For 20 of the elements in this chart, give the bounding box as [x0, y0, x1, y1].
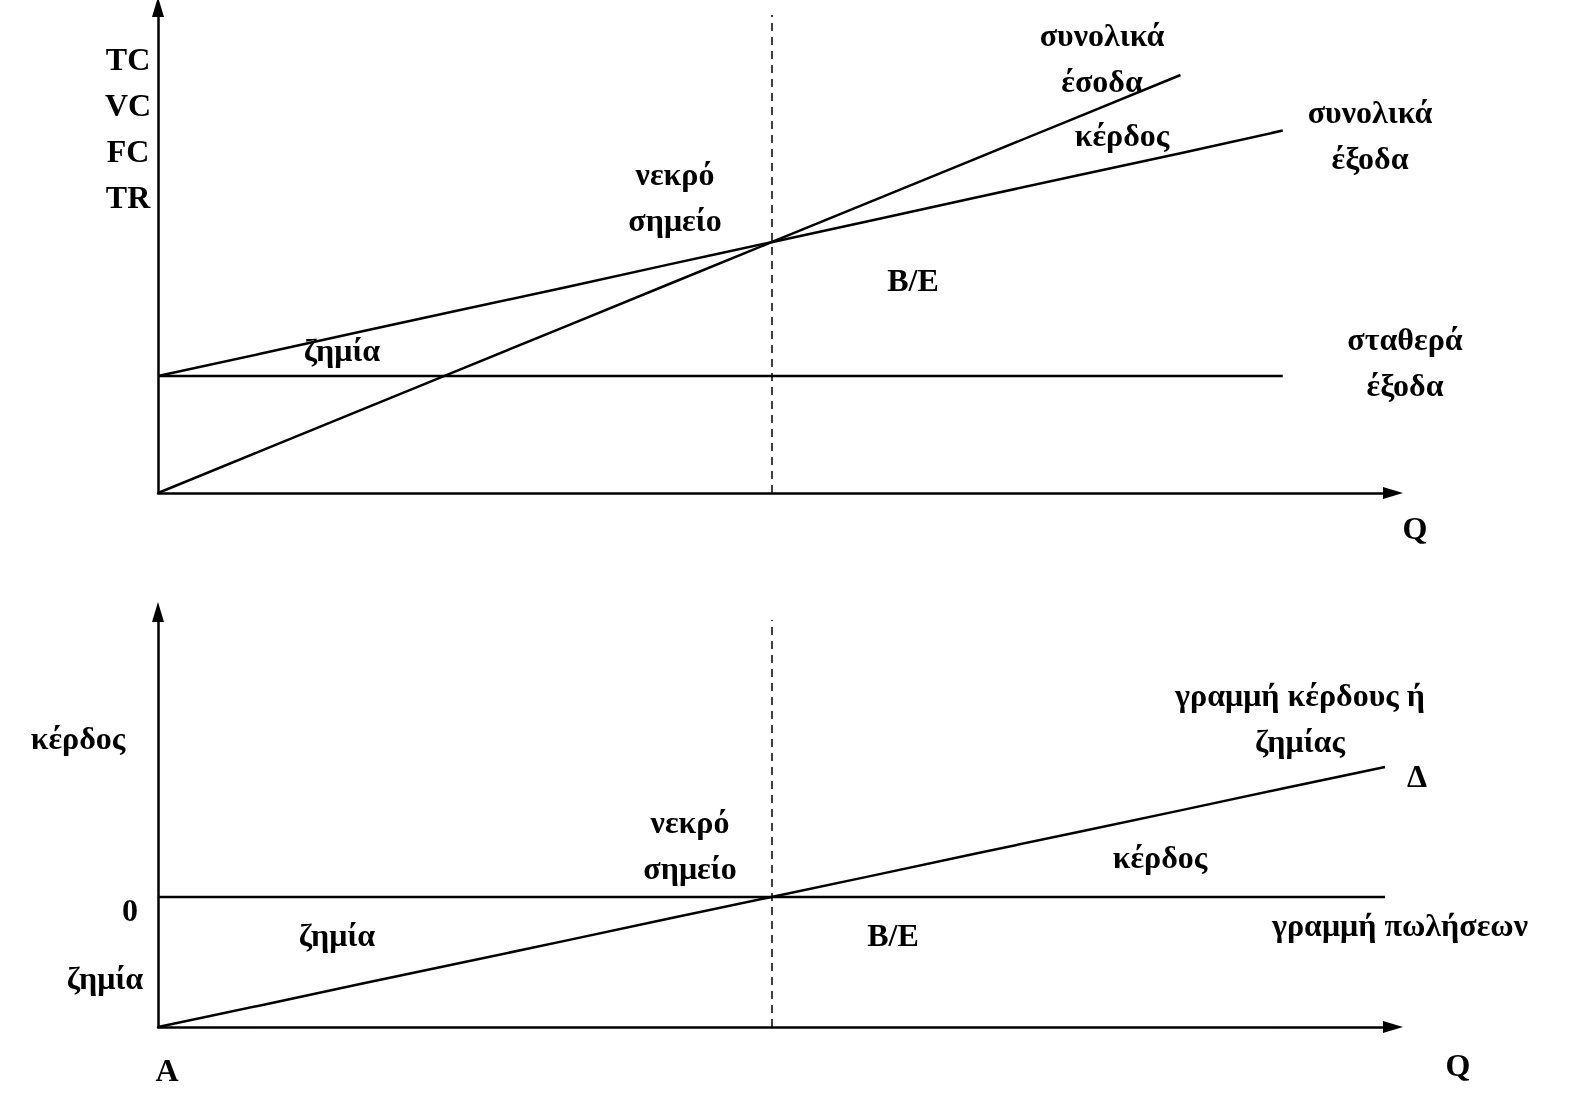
annotation: B/E — [887, 262, 939, 298]
x-axis-title: Q — [1445, 1047, 1471, 1083]
text: A — [155, 1052, 179, 1088]
text: κέρδος — [30, 720, 126, 756]
series-label: γραμμή πωλήσεων — [1271, 907, 1528, 943]
annotation: B/E — [867, 917, 919, 953]
annotation: ζημία — [303, 332, 381, 368]
y-axis-title: TC VC FC TR — [104, 41, 152, 215]
text: Δ — [1406, 758, 1428, 794]
series-label: γραμμή κέρδους ή ζημίας — [1174, 677, 1425, 759]
annotation: ζημία — [298, 917, 376, 953]
annotation: νεκρό σημείο — [628, 156, 722, 238]
text: 0 — [122, 892, 138, 928]
x-axis-title: Q — [1402, 510, 1428, 546]
text: σταθερά έξοδα — [1347, 321, 1463, 403]
annotation: κέρδος — [1074, 117, 1170, 153]
annotation: νεκρό σημείο — [643, 804, 737, 886]
series-label: συνολικά έξοδα — [1307, 94, 1433, 176]
text: ζημία — [66, 960, 144, 996]
annotation: κέρδος — [1112, 839, 1208, 875]
